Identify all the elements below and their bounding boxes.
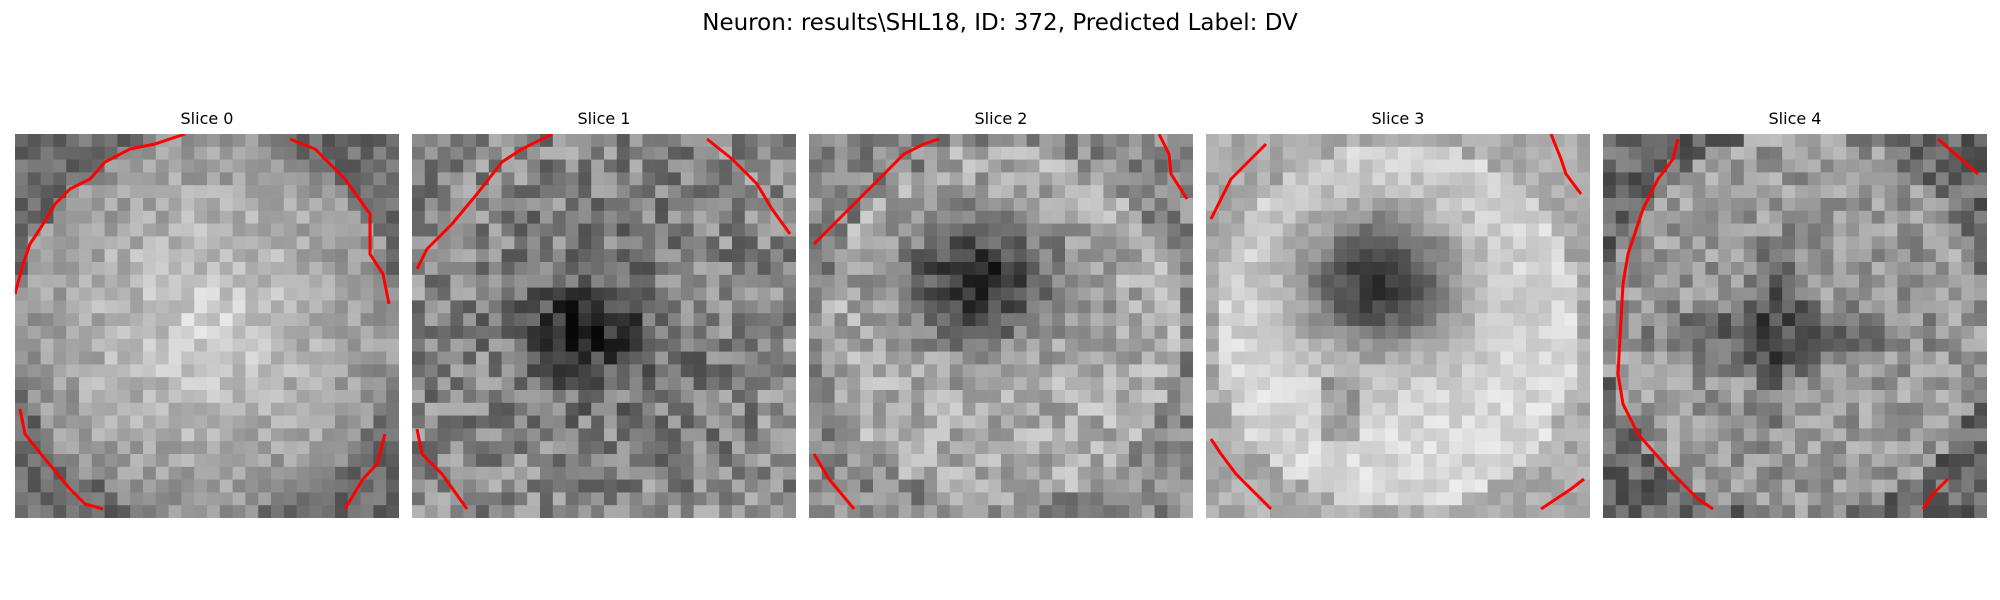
figure-title: Neuron: results\SHL18, ID: 372, Predicte… (702, 10, 1298, 36)
contour-line (1540, 477, 1585, 511)
slice-image (1603, 134, 1987, 518)
slice-pixels (412, 134, 796, 518)
contour-line (1209, 438, 1273, 511)
contour-line (343, 433, 387, 510)
contour-line (415, 428, 469, 510)
slice-image (1206, 134, 1590, 518)
contour-line (415, 134, 553, 270)
contour-line (289, 137, 391, 305)
slice-title: Slice 0 (180, 109, 234, 128)
contour-line (1937, 137, 1979, 176)
contour-line (812, 453, 856, 510)
slice-title: Slice 3 (1371, 109, 1425, 128)
slice-image (412, 134, 796, 518)
slice-title: Slice 2 (974, 109, 1028, 128)
contour-line (812, 137, 940, 246)
contour-line (15, 134, 186, 295)
slice-pixels (809, 134, 1193, 518)
slice-title: Slice 1 (577, 109, 631, 128)
slice-title: Slice 4 (1768, 109, 1822, 128)
contour-line (1157, 134, 1189, 200)
contour-line (706, 137, 792, 235)
slice-pixels (1603, 134, 1987, 518)
contour-line (1549, 134, 1583, 195)
slice-image (15, 134, 399, 518)
contour-line (1921, 477, 1950, 510)
slice-image (809, 134, 1193, 518)
contour-line (1209, 142, 1268, 220)
contour-line (18, 408, 104, 511)
slice-pixels (15, 134, 399, 518)
slice-pixels (1206, 134, 1590, 518)
contour-line (1616, 138, 1714, 511)
